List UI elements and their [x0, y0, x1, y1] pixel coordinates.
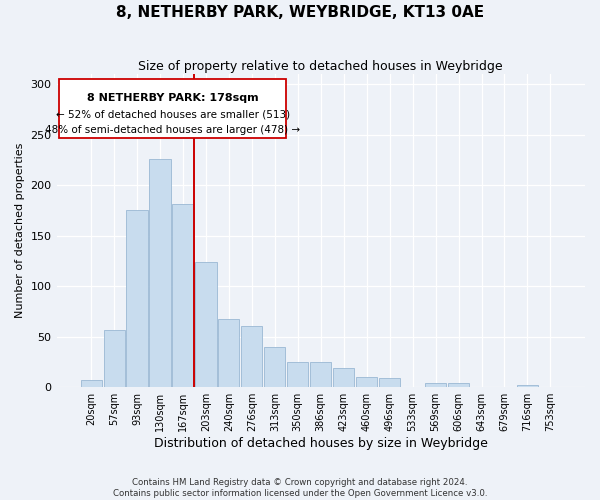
FancyBboxPatch shape: [59, 79, 286, 138]
Bar: [127, 210, 148, 387]
Text: 8, NETHERBY PARK, WEYBRIDGE, KT13 0AE: 8, NETHERBY PARK, WEYBRIDGE, KT13 0AE: [116, 5, 484, 20]
Bar: [149, 159, 170, 387]
Bar: [448, 383, 469, 387]
Y-axis label: Number of detached properties: Number of detached properties: [15, 143, 25, 318]
Bar: [196, 262, 217, 387]
Bar: [80, 380, 101, 387]
X-axis label: Distribution of detached houses by size in Weybridge: Distribution of detached houses by size …: [154, 437, 488, 450]
Bar: [310, 362, 331, 387]
Bar: [172, 204, 194, 387]
Text: Contains HM Land Registry data © Crown copyright and database right 2024.
Contai: Contains HM Land Registry data © Crown c…: [113, 478, 487, 498]
Bar: [333, 368, 354, 387]
Text: 8 NETHERBY PARK: 178sqm: 8 NETHERBY PARK: 178sqm: [87, 93, 259, 103]
Text: 48% of semi-detached houses are larger (478) →: 48% of semi-detached houses are larger (…: [45, 125, 301, 135]
Bar: [264, 347, 286, 387]
Bar: [517, 385, 538, 387]
Bar: [425, 383, 446, 387]
Title: Size of property relative to detached houses in Weybridge: Size of property relative to detached ho…: [139, 60, 503, 73]
Bar: [218, 318, 239, 387]
Text: ← 52% of detached houses are smaller (513): ← 52% of detached houses are smaller (51…: [56, 109, 290, 119]
Bar: [287, 362, 308, 387]
Bar: [379, 378, 400, 387]
Bar: [241, 326, 262, 387]
Bar: [356, 377, 377, 387]
Bar: [104, 330, 125, 387]
